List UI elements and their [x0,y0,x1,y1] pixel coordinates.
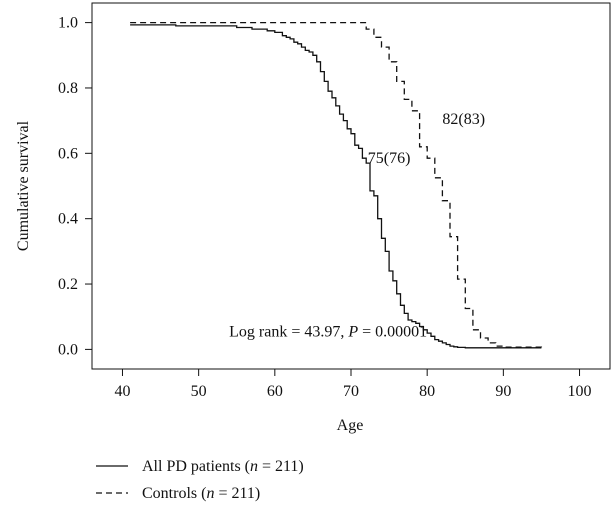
plot-frame [91,2,611,370]
legend-item-pd: All PD patients (n = 211) [142,458,304,475]
y-tick-label: 0.0 [58,341,78,358]
x-axis-label: Age [337,417,364,434]
x-tick-label: 60 [267,383,283,400]
y-tick-label: 1.0 [58,15,78,32]
y-axis-ticks: 0.0 0.2 0.4 0.6 0.8 1.0 [58,15,92,358]
legend-pd-n: n [250,458,258,475]
y-axis-label: Cumulative survival [15,120,32,251]
x-tick-label: 50 [191,383,207,400]
controls-median-annotation: 82(83) [442,111,485,128]
y-tick-label: 0.6 [58,145,78,162]
x-tick-label: 100 [568,383,592,400]
pd-patients-curve [130,24,542,349]
p-value-text: = 0.00001 [358,323,427,340]
legend-pd-prefix: All PD patients ( [142,458,250,475]
y-tick-label: 0.8 [58,80,78,97]
y-tick-label: 0.2 [58,276,78,293]
legend-pd-suffix: = 211) [258,458,304,475]
x-tick-label: 80 [419,383,435,400]
legend-controls-n: n [206,485,214,502]
legend-item-controls: Controls (n = 211) [142,485,260,502]
pd-median-annotation: 75(76) [368,150,411,167]
legend-controls-suffix: = 211) [214,485,260,502]
legend-controls-prefix: Controls ( [142,485,206,502]
y-tick-label: 0.4 [58,211,78,228]
legend: All PD patients (n = 211) Controls (n = … [96,458,304,502]
log-rank-annotation: Log rank = 43.97, P = 0.00001 [229,323,427,340]
x-tick-label: 70 [343,383,359,400]
p-symbol: P [347,323,358,340]
log-rank-text: Log rank = 43.97, [229,323,348,340]
x-axis-ticks: 40 50 60 70 80 90 100 [114,369,592,400]
controls-curve [130,21,543,348]
survival-curves [130,21,543,349]
x-tick-label: 40 [114,383,130,400]
x-tick-label: 90 [495,383,511,400]
